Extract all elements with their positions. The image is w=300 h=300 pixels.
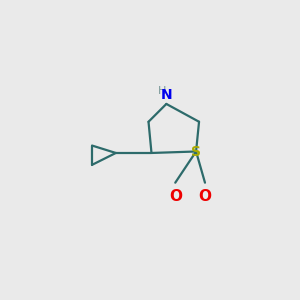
Text: S: S xyxy=(191,145,201,159)
Text: N: N xyxy=(160,88,172,102)
Text: H: H xyxy=(158,86,166,96)
Text: O: O xyxy=(169,189,182,204)
Text: O: O xyxy=(199,189,212,204)
